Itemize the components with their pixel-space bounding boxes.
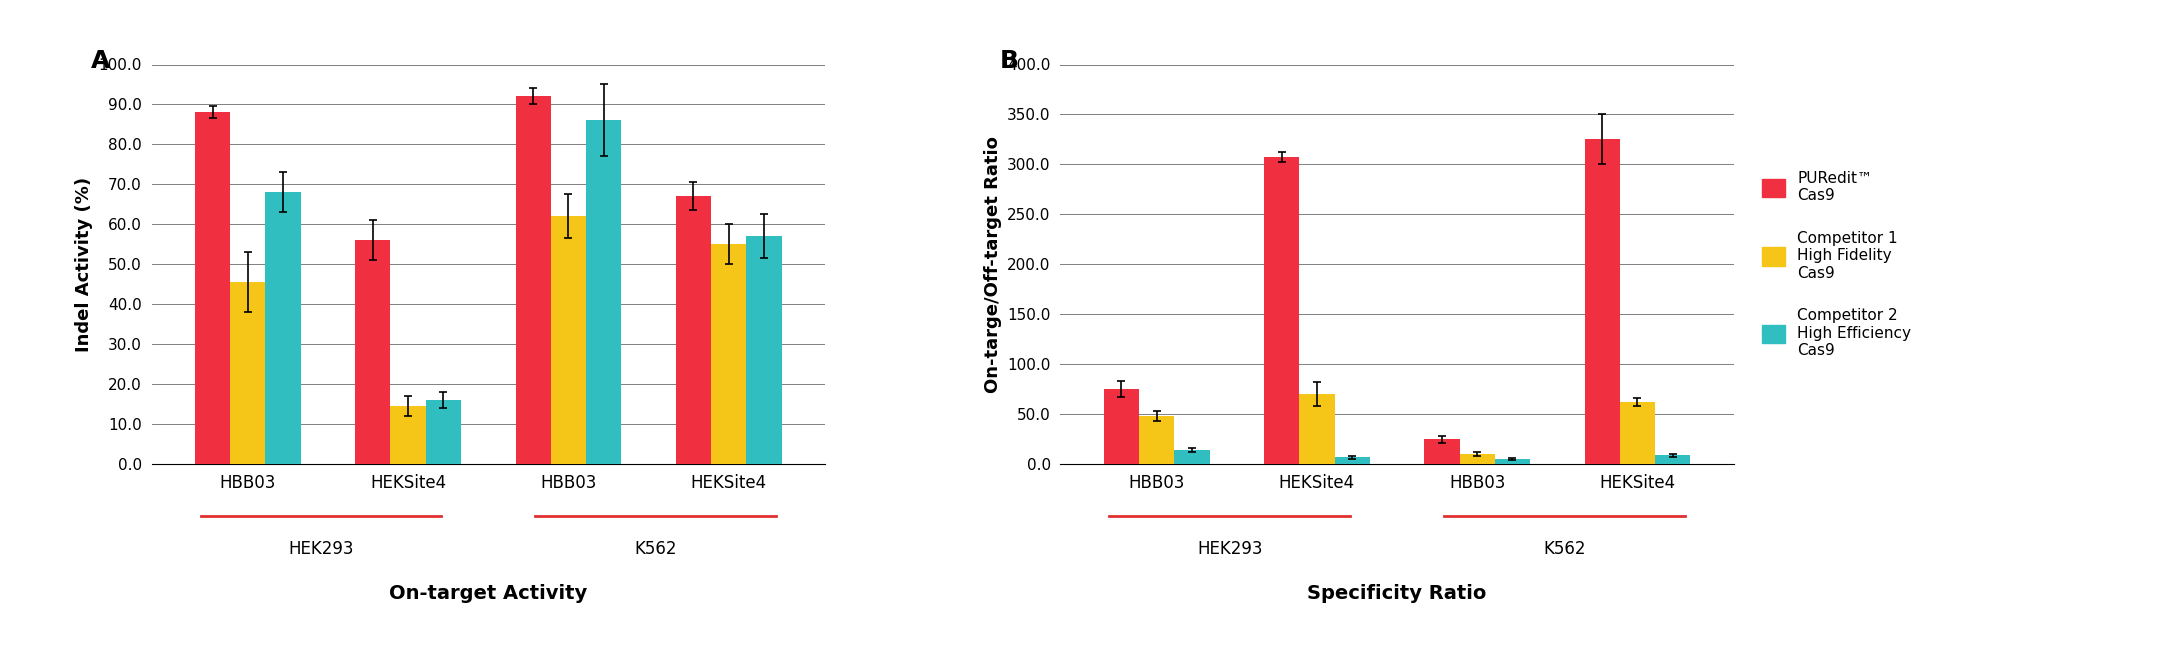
Y-axis label: Indel Activity (%): Indel Activity (%) (76, 177, 93, 352)
Text: K562: K562 (635, 541, 676, 559)
Bar (1175, 450, 1209, 464)
Bar (1495, 459, 1530, 464)
Bar (711, 244, 745, 464)
Bar (585, 121, 622, 464)
Bar (425, 401, 462, 464)
Bar (195, 112, 230, 464)
Legend: PURedit™
Cas9, Competitor 1
High Fidelity
Cas9, Competitor 2
High Efficiency
Cas: PURedit™ Cas9, Competitor 1 High Fidelit… (1755, 163, 1920, 366)
Bar (1656, 455, 1690, 464)
Text: Specificity Ratio: Specificity Ratio (1307, 584, 1487, 603)
Bar (550, 217, 585, 464)
Bar (1461, 454, 1495, 464)
Bar (230, 283, 267, 464)
Bar (355, 241, 390, 464)
Bar (1300, 394, 1335, 464)
Bar (745, 237, 782, 464)
Bar (1140, 417, 1175, 464)
Bar (676, 197, 711, 464)
Text: A: A (91, 48, 111, 72)
Bar (1335, 457, 1370, 464)
Bar (1103, 390, 1140, 464)
Bar (267, 192, 301, 464)
Bar (1584, 139, 1619, 464)
Text: K562: K562 (1543, 541, 1586, 559)
Text: HEK293: HEK293 (1196, 541, 1263, 559)
Y-axis label: On-targe/Off-target Ratio: On-targe/Off-target Ratio (984, 136, 1001, 393)
Bar (1424, 439, 1461, 464)
Text: B: B (999, 48, 1018, 72)
Text: On-target Activity: On-target Activity (390, 584, 587, 603)
Bar (516, 97, 550, 464)
Bar (390, 406, 425, 464)
Text: HEK293: HEK293 (288, 541, 353, 559)
Bar (1263, 157, 1300, 464)
Bar (1619, 402, 1656, 464)
